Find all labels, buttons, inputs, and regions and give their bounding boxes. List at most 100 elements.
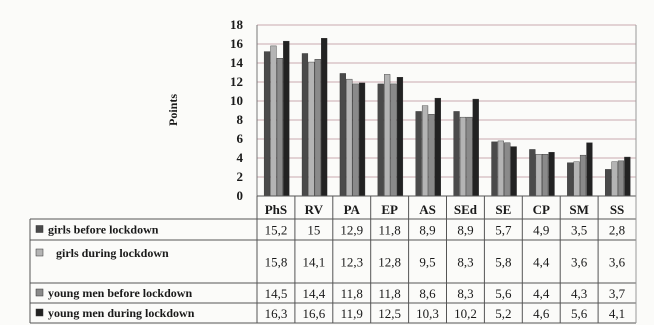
data-value: 5,8: [495, 255, 511, 270]
bar: [617, 160, 625, 197]
y-tick-label: 6: [237, 131, 244, 146]
bar: [535, 153, 542, 197]
bar: [548, 152, 555, 197]
bar: [301, 53, 309, 197]
bar: [529, 149, 536, 197]
bar: [466, 116, 473, 197]
bar: [321, 38, 328, 197]
data-value: 14,4: [302, 286, 325, 301]
data-value: 16,3: [265, 306, 288, 321]
legend-label: young men during lockdown: [48, 306, 195, 320]
bars: [263, 38, 631, 197]
data-value: 8,6: [419, 286, 436, 301]
category-label: PhS: [265, 202, 287, 217]
bar: [346, 78, 353, 197]
legend-label: young men before lockdown: [48, 286, 192, 300]
bar: [358, 82, 366, 197]
data-value: 12,3: [340, 255, 363, 270]
data-value: 8,3: [457, 286, 473, 301]
data-value: 14,5: [265, 286, 288, 301]
bar: [586, 142, 593, 197]
bar: [276, 58, 283, 197]
data-value: 4,4: [533, 286, 550, 301]
data-value: 4,9: [533, 223, 549, 238]
legend-swatch: [35, 308, 44, 317]
bar: [314, 59, 321, 197]
bar: [567, 162, 574, 197]
category-label: AS: [419, 202, 436, 217]
data-value: 3,6: [609, 255, 626, 270]
bar: [459, 116, 467, 197]
bar: [542, 153, 549, 197]
bar: [510, 146, 517, 197]
data-value: 4,4: [533, 255, 550, 270]
y-tick-label: 14: [230, 55, 244, 70]
data-value: 9,5: [419, 255, 435, 270]
data-value: 15,8: [265, 255, 288, 270]
bar: [352, 83, 359, 197]
data-value: 11,8: [379, 223, 401, 238]
category-label: SS: [610, 202, 624, 217]
bar: [504, 142, 511, 197]
bar: [472, 98, 479, 197]
category-label: SE: [495, 202, 511, 217]
y-tick-label: 4: [237, 150, 244, 165]
data-value: 5,6: [495, 286, 512, 301]
data-value: 12,9: [340, 223, 363, 238]
data-value: 12,5: [378, 306, 401, 321]
bar: [491, 141, 498, 197]
bar: [434, 97, 441, 197]
category-label: CP: [533, 202, 550, 217]
bar: [384, 74, 391, 197]
y-tick-label: 16: [230, 36, 244, 51]
legend-label: girls before lockdown: [48, 223, 159, 237]
y-tick-label: 10: [230, 93, 243, 108]
data-value: 5,2: [495, 306, 511, 321]
data-value: 8,3: [457, 255, 473, 270]
data-value: 5,6: [571, 306, 588, 321]
data-value: 4,3: [571, 286, 587, 301]
bar: [263, 51, 271, 197]
legend-swatch: [35, 248, 44, 257]
y-axis: 0 2 4 6 8 10 12 14 16 18: [230, 17, 258, 203]
data-value: 5,7: [495, 223, 512, 238]
data-value: 3,7: [609, 286, 626, 301]
bar: [421, 105, 429, 197]
y-axis-label: Points: [166, 94, 180, 126]
data-table: PhS RV PA EP AS SEd SE CP SM SS girls before lockd…: [29, 25, 637, 324]
y-tick-label: 18: [230, 17, 244, 32]
data-value: 11,8: [341, 286, 363, 301]
bar: [339, 73, 346, 197]
y-tick-label: 0: [237, 188, 244, 203]
bar: [396, 77, 404, 197]
bar: [270, 45, 277, 197]
category-label: RV: [305, 202, 324, 217]
data-value: 12,8: [378, 255, 401, 270]
legend-label: girls during lockdown: [56, 246, 169, 260]
bar: [453, 111, 460, 197]
data-value: 3,5: [571, 223, 587, 238]
data-value: 10,2: [454, 306, 477, 321]
legend-swatch: [35, 288, 44, 297]
data-value: 2,8: [609, 223, 625, 238]
data-value: 15: [307, 223, 320, 238]
bar: [308, 61, 315, 197]
data-value: 4,1: [609, 306, 625, 321]
data-value: 3,6: [571, 255, 588, 270]
bar: [377, 83, 384, 197]
data-value: 10,3: [416, 306, 439, 321]
bar: [390, 83, 397, 197]
y-tick-label: 12: [230, 74, 243, 89]
data-value: 15,2: [265, 223, 288, 238]
y-tick-label: 8: [237, 112, 244, 127]
legend-swatch: [35, 225, 44, 233]
bar: [573, 161, 580, 197]
category-label: SM: [569, 202, 589, 217]
bar: [605, 169, 612, 197]
bar: [497, 140, 504, 197]
bar: [428, 114, 435, 197]
bar: [283, 40, 290, 197]
category-label: SEd: [454, 202, 478, 217]
